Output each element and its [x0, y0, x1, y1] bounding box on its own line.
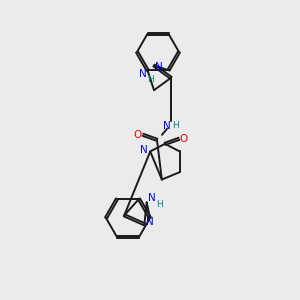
Text: H: H: [156, 200, 163, 209]
Text: O: O: [180, 134, 188, 144]
Text: N: N: [146, 217, 153, 227]
Text: N: N: [139, 69, 146, 79]
Text: N: N: [155, 62, 163, 73]
Text: N: N: [140, 146, 148, 155]
Text: H: H: [172, 121, 179, 130]
Text: N: N: [163, 121, 171, 131]
Text: H: H: [147, 75, 154, 84]
Text: N: N: [148, 194, 156, 203]
Text: O: O: [134, 130, 142, 140]
